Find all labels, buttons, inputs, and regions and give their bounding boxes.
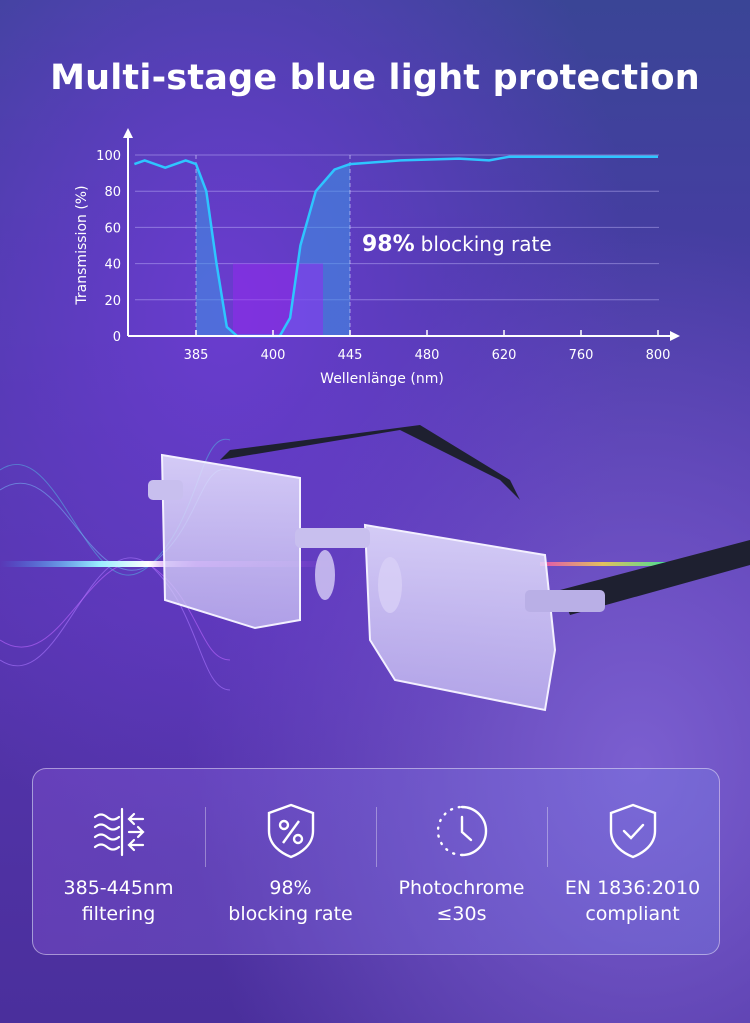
divider [376,807,377,867]
transmission-curve [133,155,658,338]
feature-line2: ≤30s [436,903,487,925]
x-tick-label: 800 [646,348,671,363]
y-tick-label: 80 [104,185,121,200]
divider [547,807,548,867]
y-tick-label: 20 [104,294,121,309]
shield-check-icon [609,803,656,859]
shield-percent-icon [267,803,314,859]
feature-compliance: EN 1836:2010 compliant [547,769,718,954]
y-axis-label: Transmission (%) [74,185,90,305]
x-tick-label: 620 [492,348,517,363]
x-tick-label: 400 [261,348,286,363]
wave-filter-icon [93,807,145,857]
annotation-value: 98% [362,232,415,257]
y-tick-label: 60 [104,221,121,236]
x-tick-label: 385 [184,348,209,363]
feature-line2: filtering [81,903,156,925]
x-tick-label: 480 [415,348,440,363]
y-tick-label: 40 [104,258,121,273]
feature-line2: blocking rate [228,903,353,925]
x-tick-label: 760 [569,348,594,363]
x-axis-label: Wellenlänge (nm) [320,371,444,387]
feature-blocking: 98% blocking rate [205,769,376,954]
features-panel: 385-445nm filtering 98% blocking rate Ph… [32,768,720,955]
band-glow [233,263,323,336]
feature-line2: compliant [585,903,680,925]
feature-filtering: 385-445nm filtering [33,769,204,954]
annotation-text: blocking rate [421,232,552,256]
clock-icon [436,805,487,857]
y-tick-label: 0 [113,330,121,345]
feature-photochrome: Photochrome ≤30s [376,769,547,954]
feature-line1: Photochrome [398,877,525,899]
page-title: Multi-stage blue light protection [50,58,700,98]
glasses-illustration [0,425,750,712]
feature-line1: 385-445nm [63,877,174,899]
divider [205,807,206,867]
y-tick-label: 100 [96,149,121,164]
x-tick-label: 445 [338,348,363,363]
feature-line1: EN 1836:2010 [564,877,701,899]
y-axis-arrow [123,128,133,138]
x-axis-arrow [670,331,680,341]
transmission-chart: 0 20 40 60 80 100 385 400 445 480 620 760 800 Wellenl… [74,128,680,387]
feature-line1: 98% [269,877,312,899]
blocking-annotation: 98% blocking rate [362,232,552,257]
